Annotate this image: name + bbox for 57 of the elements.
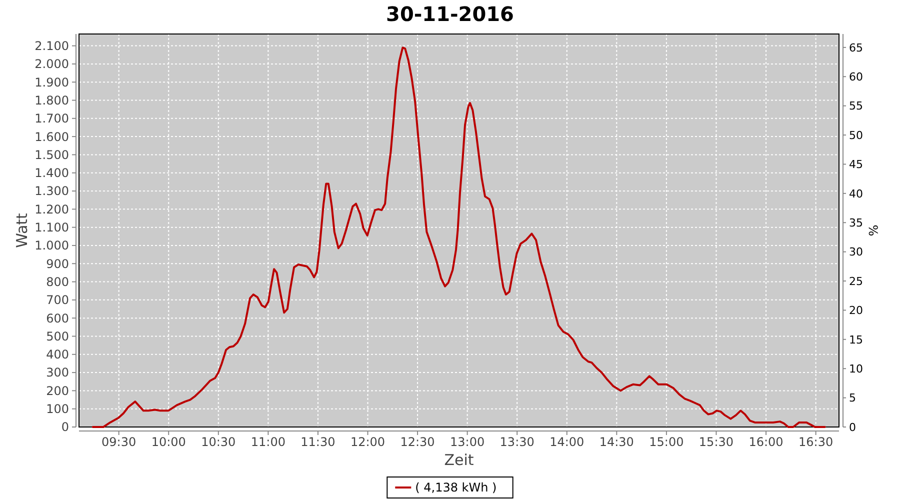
y-tick-label: 600 bbox=[46, 311, 69, 326]
x-tick-label: 11:30 bbox=[300, 435, 336, 449]
x-tick-label: 09:30 bbox=[102, 435, 136, 449]
y-tick-label: 300 bbox=[46, 366, 69, 380]
y-tick-label: 800 bbox=[46, 274, 69, 289]
y-tick-label: 1.800 bbox=[34, 93, 69, 108]
y-tick-label: 2.100 bbox=[34, 39, 69, 53]
x-tick-label: 14:00 bbox=[550, 435, 584, 449]
legend-label: ( 4,138 kWh ) bbox=[415, 480, 497, 495]
y-tick-label: 1.000 bbox=[34, 238, 69, 253]
y2-tick-label: 40 bbox=[849, 187, 863, 200]
y2-tick-label: 5 bbox=[849, 392, 856, 405]
y-tick-label: 1.300 bbox=[34, 184, 69, 198]
y2-tick-label: 10 bbox=[849, 362, 863, 376]
x-tick-label: 12:30 bbox=[400, 435, 435, 449]
x-tick-label: 16:00 bbox=[748, 435, 784, 449]
y2-tick-label: 20 bbox=[849, 304, 863, 318]
x-tick-label: 11:00 bbox=[250, 435, 286, 449]
y2-tick-label: 50 bbox=[849, 128, 863, 142]
y2-axis-title: % bbox=[866, 224, 880, 236]
y-tick-label: 500 bbox=[46, 329, 69, 344]
x-tick-label: 13:30 bbox=[500, 435, 534, 449]
y2-tick-label: 25 bbox=[849, 274, 863, 288]
y-tick-label: 2.000 bbox=[34, 57, 69, 72]
y-tick-label: 900 bbox=[46, 256, 69, 271]
y-tick-label: 1.200 bbox=[34, 202, 69, 216]
x-tick-label: 13:00 bbox=[450, 435, 485, 449]
y2-tick-label: 0 bbox=[849, 420, 856, 434]
y2-tick-label: 35 bbox=[849, 216, 863, 230]
y-tick-label: 1.400 bbox=[34, 166, 69, 180]
x-tick-label: 16:30 bbox=[798, 435, 834, 449]
y2-tick-label: 65 bbox=[849, 41, 863, 54]
x-axis-title: Zeit bbox=[444, 451, 474, 469]
y-tick-label: 1.500 bbox=[34, 148, 69, 162]
y-tick-label: 0 bbox=[61, 420, 69, 434]
y2-tick-label: 45 bbox=[849, 158, 863, 172]
y-axis-title: Watt bbox=[13, 212, 31, 248]
y-tick-label: 1.100 bbox=[34, 220, 69, 235]
y-tick-label: 200 bbox=[46, 384, 69, 398]
x-tick-label: 12:00 bbox=[350, 435, 386, 449]
x-tick-label: 10:00 bbox=[151, 435, 186, 449]
x-tick-label: 15:00 bbox=[649, 435, 684, 449]
y2-tick-label: 60 bbox=[849, 70, 863, 84]
x-tick-label: 14:30 bbox=[599, 435, 634, 449]
y-tick-label: 1.600 bbox=[34, 130, 69, 144]
y2-tick-label: 30 bbox=[849, 246, 863, 259]
y-tick-label: 700 bbox=[46, 293, 69, 308]
y2-tick-label: 55 bbox=[849, 100, 863, 113]
y-tick-label: 1.700 bbox=[34, 112, 69, 126]
x-tick-label: 15:30 bbox=[698, 435, 734, 449]
x-tick-label: 10:30 bbox=[201, 435, 236, 449]
chart-title: 30-11-2016 bbox=[386, 2, 514, 26]
y-tick-label: 400 bbox=[46, 348, 69, 362]
line-series bbox=[92, 46, 826, 428]
y-tick-label: 1.900 bbox=[34, 75, 69, 90]
y-tick-label: 100 bbox=[46, 402, 69, 416]
y2-tick-label: 15 bbox=[849, 333, 863, 346]
